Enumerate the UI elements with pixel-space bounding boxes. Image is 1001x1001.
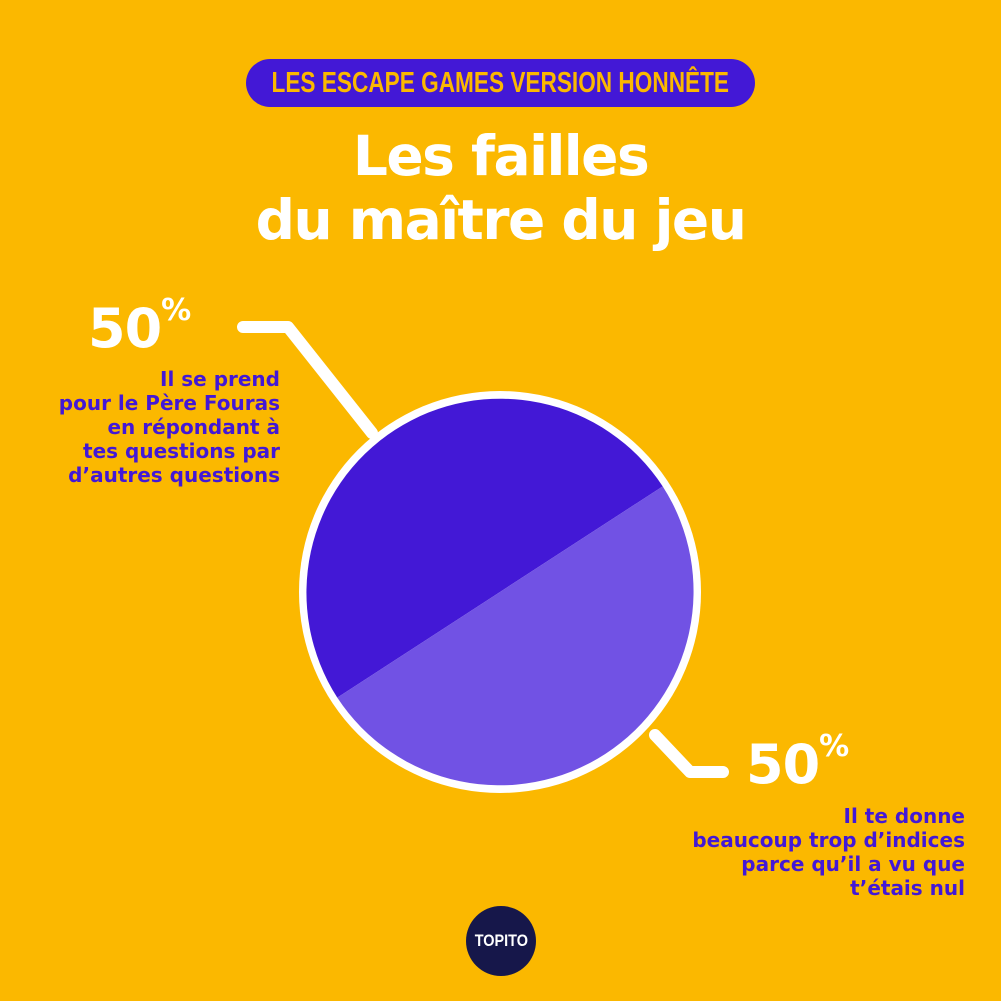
slice-2-percent-value: 50 bbox=[746, 733, 820, 796]
page-title: Les failles du maître du jeu bbox=[0, 124, 1001, 252]
slice-1-label-line: pour le Père Fouras bbox=[58, 391, 280, 415]
slice-1-label-line: en répondant à bbox=[107, 415, 280, 439]
slice-1-label-line: tes questions par bbox=[83, 439, 280, 463]
slice-1-label: Il se prend pour le Père Fouras en répon… bbox=[59, 367, 280, 487]
slice-2-label-line: parce qu’il a vu que bbox=[741, 852, 965, 876]
slice-2-percent: 50% bbox=[746, 729, 849, 796]
slice-2-label-line: Il te donne bbox=[843, 804, 965, 828]
slice-2-percent-symbol: % bbox=[819, 729, 850, 764]
topito-logo: TOPITO bbox=[466, 906, 536, 976]
slice-1-label-line: d’autres questions bbox=[68, 463, 280, 487]
topito-logo-text: TOPITO bbox=[474, 931, 528, 950]
slice-1-percent-value: 50 bbox=[88, 297, 162, 360]
slice-1-percent: 50% bbox=[88, 293, 191, 360]
slice-2-label: Il te donne beaucoup trop d’indices parc… bbox=[692, 804, 965, 900]
slice-1-percent-symbol: % bbox=[161, 293, 192, 328]
slice-2-label-line: t’étais nul bbox=[850, 876, 965, 900]
pie-slice-1 bbox=[306, 398, 663, 698]
leader-line-slice-2 bbox=[649, 729, 729, 778]
leader-line-slice-1 bbox=[237, 321, 378, 439]
category-badge-label: LES ESCAPE GAMES VERSION HONNÊTE bbox=[271, 66, 730, 99]
title-line-1: Les failles bbox=[352, 124, 650, 188]
slice-2-label-line: beaucoup trop d’indices bbox=[692, 828, 965, 852]
category-badge: LES ESCAPE GAMES VERSION HONNÊTE bbox=[246, 59, 755, 107]
title-line-2: du maître du jeu bbox=[255, 188, 747, 252]
pie-slice-2 bbox=[337, 486, 694, 786]
slice-1-label-line: Il se prend bbox=[160, 367, 280, 391]
